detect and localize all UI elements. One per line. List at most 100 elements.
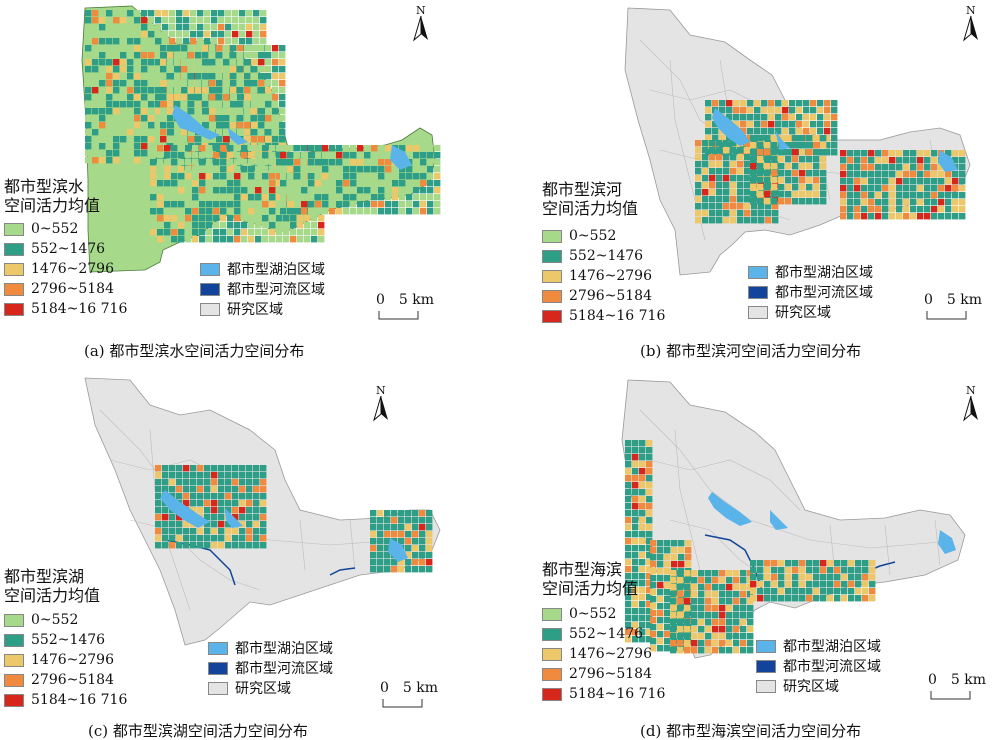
- grid-cell: [719, 612, 726, 619]
- grid-cell: [230, 66, 237, 73]
- grid-cell: [218, 493, 225, 500]
- grid-cell: [253, 493, 260, 500]
- grid-cell: [698, 584, 705, 591]
- grid-cell: [234, 145, 241, 152]
- grid-cell: [684, 584, 691, 591]
- grid-cell: [171, 166, 178, 173]
- grid-cell: [771, 581, 778, 588]
- grid-cell: [202, 80, 209, 87]
- grid-cell: [265, 66, 272, 73]
- swatch-class2: [4, 633, 24, 647]
- grid-cell: [287, 208, 294, 215]
- grid-cell: [841, 595, 848, 602]
- grid-cell: [882, 178, 889, 185]
- grid-cell: [150, 187, 157, 194]
- grid-cell: [639, 447, 646, 454]
- grid-cell: [183, 542, 190, 549]
- swatch-lake: [208, 641, 228, 655]
- grid-cell: [188, 66, 195, 73]
- grid-cell: [709, 189, 716, 196]
- grid-cell: [869, 588, 876, 595]
- grid-cell: [185, 159, 192, 166]
- grid-cell: [750, 177, 757, 184]
- grid-cell: [211, 486, 218, 493]
- grid-cell: [213, 208, 220, 215]
- grid-cell: [209, 59, 216, 66]
- grid-cell: [792, 567, 799, 574]
- grid-cell: [412, 559, 419, 566]
- grid-cell: [820, 170, 827, 177]
- grid-cell: [677, 640, 684, 647]
- grid-cell: [204, 31, 211, 38]
- grid-cell: [167, 66, 174, 73]
- grid-cell: [311, 215, 318, 222]
- grid-cell: [938, 185, 945, 192]
- grid-cell: [155, 24, 162, 31]
- grid-cell: [882, 185, 889, 192]
- grid-cell: [712, 619, 719, 626]
- grid-cell: [385, 159, 392, 166]
- grid-cell: [917, 164, 924, 171]
- grid-cell: [639, 566, 646, 573]
- swatch-study-area: [748, 305, 768, 319]
- grid-cell: [391, 510, 398, 517]
- grid-cell: [230, 45, 237, 52]
- grid-cell: [733, 640, 740, 647]
- grid-cell: [209, 122, 216, 129]
- grid-cell: [820, 560, 827, 567]
- grid-cell: [903, 157, 910, 164]
- grid-cell: [106, 129, 113, 136]
- grid-cell: [206, 173, 213, 180]
- grid-cell: [678, 540, 685, 547]
- grid-cell: [234, 187, 241, 194]
- grid-cell: [239, 500, 246, 507]
- grid-cell: [171, 229, 178, 236]
- grid-cell: [279, 87, 286, 94]
- grid-cell: [364, 152, 371, 159]
- grid-cell: [761, 121, 768, 128]
- grid-cell: [764, 581, 771, 588]
- grid-cell: [695, 161, 702, 168]
- grid-cell: [239, 479, 246, 486]
- grid-cell: [308, 159, 315, 166]
- grid-cell: [413, 166, 420, 173]
- grid-cell: [639, 573, 646, 580]
- legend-title: 都市型滨湖 空间活力均值: [4, 567, 101, 605]
- grid-cell: [434, 145, 441, 152]
- grid-cell: [716, 182, 723, 189]
- grid-cell: [771, 184, 778, 191]
- grid-cell: [685, 561, 692, 568]
- grid-cell: [237, 80, 244, 87]
- grid-cell: [262, 180, 269, 187]
- grid-cell: [211, 465, 218, 472]
- caption: (a) 都市型滨水空间活力空间分布: [84, 342, 305, 360]
- grid-cell: [218, 521, 225, 528]
- grid-cell: [632, 608, 639, 615]
- grid-cell: [719, 107, 726, 114]
- grid-cell: [276, 152, 283, 159]
- grid-cell: [771, 191, 778, 198]
- grid-cell: [917, 199, 924, 206]
- grid-cell: [639, 517, 646, 524]
- grid-cell: [765, 217, 772, 224]
- grid-cell: [778, 135, 785, 142]
- grid-cell: [148, 66, 155, 73]
- grid-cell: [99, 150, 106, 157]
- grid-cell: [211, 542, 218, 549]
- grid-cell: [223, 101, 230, 108]
- grid-cell: [632, 552, 639, 559]
- grid-cell: [705, 100, 712, 107]
- grid-cell: [92, 115, 99, 122]
- grid-cell: [255, 187, 262, 194]
- grid-cell: [412, 524, 419, 531]
- grid-cell: [370, 545, 377, 552]
- grid-cell: [183, 535, 190, 542]
- grid-cell: [646, 608, 653, 615]
- grid-cell: [917, 150, 924, 157]
- grid-cell: [176, 514, 183, 521]
- grid-cell: [712, 100, 719, 107]
- grid-cell: [419, 517, 426, 524]
- grid-cell: [398, 538, 405, 545]
- grid-cell: [343, 201, 350, 208]
- grid-cell: [294, 180, 301, 187]
